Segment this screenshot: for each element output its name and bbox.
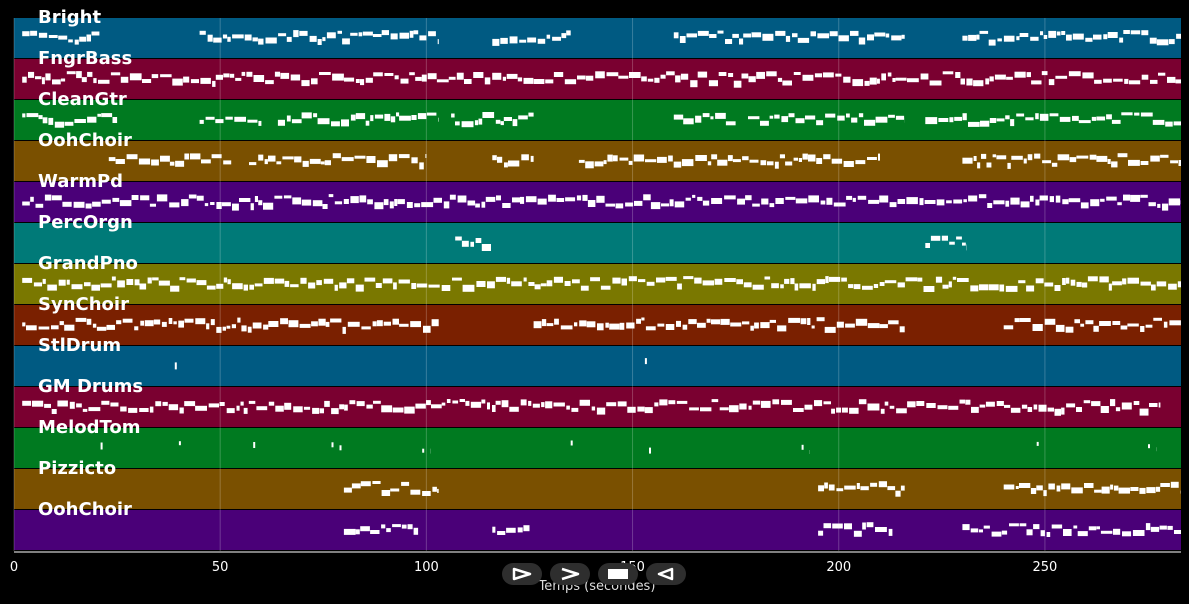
- track-band[interactable]: [14, 428, 1181, 468]
- x-tick-label: 50: [211, 560, 229, 575]
- track-band[interactable]: [14, 264, 1181, 304]
- note-segment: [925, 235, 967, 251]
- note-segment: [673, 112, 736, 126]
- track-label: Bright: [38, 7, 102, 28]
- track-band[interactable]: [14, 141, 1181, 181]
- note-segment: [451, 112, 534, 128]
- note-segment: [818, 481, 905, 497]
- note-segment: [533, 317, 905, 333]
- track-label: FngrBass: [38, 48, 133, 69]
- play-chevron-icon: [561, 567, 580, 581]
- note-segment: [570, 440, 573, 446]
- note-segment: [22, 71, 1181, 88]
- note-segment: [492, 525, 530, 535]
- note-segment: [422, 448, 431, 454]
- note-segment: [108, 153, 232, 167]
- track-label: OohChoir: [38, 130, 132, 151]
- note-segment: [22, 276, 1181, 292]
- note-segment: [22, 194, 1181, 211]
- note-segment: [962, 153, 1181, 169]
- track-label: StlDrum: [38, 335, 122, 356]
- note-segment: [1148, 444, 1157, 452]
- note-segment: [801, 444, 810, 454]
- track-label: OohChoir: [38, 499, 132, 520]
- note-segment: [253, 442, 256, 448]
- track-band[interactable]: [14, 469, 1181, 509]
- note-segment: [644, 358, 647, 365]
- track-label: MelodTom: [38, 417, 141, 438]
- track-band[interactable]: [14, 510, 1181, 550]
- note-segment: [748, 113, 905, 126]
- note-segment: [962, 30, 1181, 46]
- track-band[interactable]: [14, 387, 1181, 427]
- note-segment: [455, 236, 491, 251]
- note-segment: [100, 442, 103, 450]
- note-segment: [1036, 441, 1039, 446]
- track-label: SynChoir: [38, 294, 129, 315]
- rewind-icon: [657, 567, 674, 581]
- stop-button[interactable]: [598, 563, 638, 585]
- track-band[interactable]: [14, 346, 1181, 386]
- note-segment: [22, 30, 100, 45]
- track-band[interactable]: [14, 100, 1181, 140]
- play-outline-icon: [512, 567, 532, 581]
- track-label: CleanGtr: [38, 89, 127, 110]
- x-tick-label: 200: [826, 560, 852, 575]
- note-segment: [649, 447, 651, 454]
- note-segment: [962, 523, 1181, 537]
- x-tick-label: 0: [9, 560, 19, 575]
- note-segment: [199, 116, 262, 126]
- note-segment: [578, 153, 880, 169]
- play-button[interactable]: [550, 563, 590, 585]
- track-label: Pizzicto: [38, 458, 117, 479]
- x-tick-label: 250: [1032, 560, 1058, 575]
- note-segment: [22, 399, 1161, 416]
- playback-controls: [502, 563, 686, 585]
- note-segment: [22, 317, 439, 334]
- track-label: GrandPno: [38, 253, 138, 274]
- note-segment: [178, 441, 181, 446]
- x-tick-label: 100: [413, 560, 439, 575]
- note-segment: [492, 30, 571, 46]
- track-band[interactable]: [14, 223, 1181, 263]
- track-label: GM Drums: [38, 376, 144, 397]
- note-segment: [1003, 481, 1181, 497]
- rewind-button[interactable]: [646, 563, 686, 585]
- note-segment: [343, 524, 419, 535]
- play-from-start-button[interactable]: [502, 563, 542, 585]
- stop-icon: [608, 569, 628, 579]
- note-segment: [1003, 317, 1181, 333]
- note-segment: [331, 442, 342, 451]
- note-segment: [343, 481, 439, 496]
- note-segment: [22, 113, 118, 128]
- note-segment: [673, 30, 905, 45]
- track-label: PercOrgn: [38, 212, 133, 233]
- note-segment: [925, 112, 1181, 127]
- note-segment: [174, 362, 177, 370]
- note-segment: [199, 30, 439, 45]
- note-segment: [249, 153, 427, 170]
- note-segment: [818, 522, 893, 537]
- note-segment: [492, 154, 534, 168]
- note-segment: [277, 112, 439, 127]
- track-label: WarmPd: [38, 171, 124, 192]
